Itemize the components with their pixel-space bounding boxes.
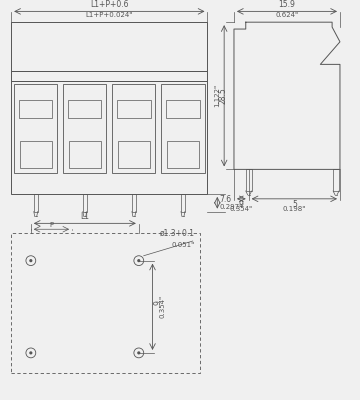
Text: L1+P+0.6: L1+P+0.6 (90, 0, 129, 10)
Text: 0.297": 0.297" (219, 204, 243, 210)
Text: 0.354": 0.354" (230, 206, 253, 212)
Circle shape (30, 352, 32, 354)
Text: L1+P+0.024": L1+P+0.024" (86, 12, 133, 18)
Text: 1.122": 1.122" (214, 84, 220, 107)
Circle shape (30, 260, 32, 262)
Bar (181, 194, 185, 212)
Bar (11, 22, 207, 71)
Text: 0.051": 0.051" (171, 242, 195, 248)
Text: P: P (49, 222, 54, 228)
Bar (14, 84, 57, 173)
Bar (11, 71, 207, 81)
Bar (161, 84, 204, 173)
Bar (333, 169, 339, 191)
Bar (69, 141, 101, 168)
Bar (19, 100, 53, 118)
Bar (11, 81, 207, 194)
Text: 5: 5 (292, 200, 297, 209)
Bar (63, 84, 107, 173)
Bar (118, 141, 150, 168)
Bar (112, 84, 156, 173)
Bar (117, 100, 150, 118)
Text: 15.9: 15.9 (279, 0, 296, 10)
Text: L1: L1 (80, 212, 89, 221)
Text: ø1.3+0.1: ø1.3+0.1 (160, 229, 195, 238)
Bar (19, 141, 52, 168)
Text: 7.6: 7.6 (219, 195, 231, 204)
Circle shape (138, 260, 140, 262)
Circle shape (138, 352, 140, 354)
Bar (34, 194, 38, 212)
Text: 0.624": 0.624" (275, 12, 298, 18)
Bar (167, 141, 199, 168)
Bar (11, 233, 200, 372)
Text: 0.354": 0.354" (159, 295, 165, 318)
Bar (68, 100, 102, 118)
Text: 28.5: 28.5 (219, 88, 228, 104)
Bar (166, 100, 200, 118)
Text: 0.198": 0.198" (283, 206, 306, 212)
Bar (132, 194, 136, 212)
Bar (246, 169, 252, 191)
Text: 9: 9 (153, 300, 162, 305)
Text: 9: 9 (239, 200, 244, 209)
Bar (83, 194, 87, 212)
